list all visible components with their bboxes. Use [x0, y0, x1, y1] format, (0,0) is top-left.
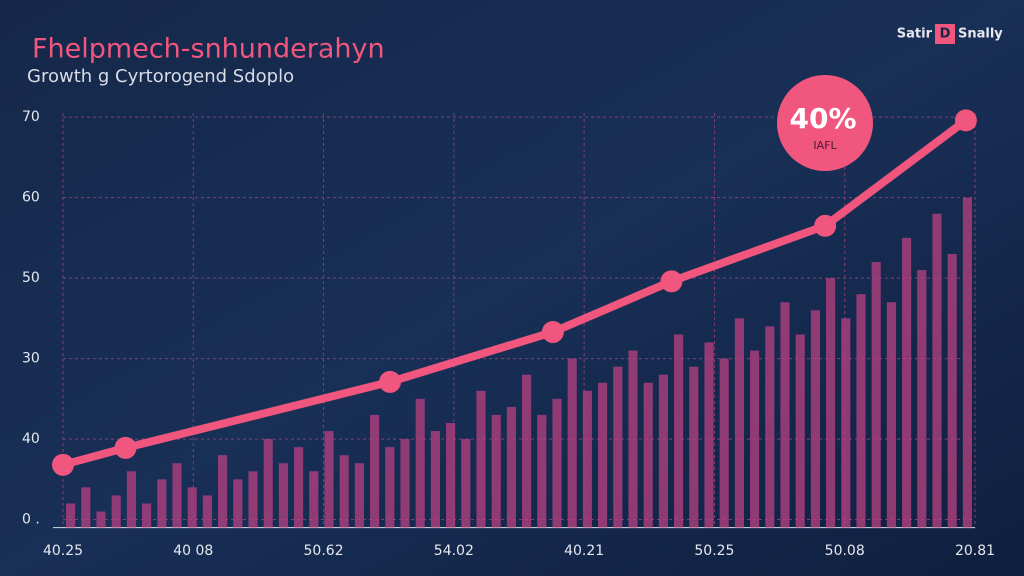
x-tick-label: 40 08	[173, 543, 213, 559]
point	[114, 436, 137, 459]
bar	[917, 270, 927, 528]
x-tick-label: 54.02	[434, 543, 474, 559]
x-tick-label: 40.25	[43, 543, 83, 559]
bar	[354, 463, 364, 528]
bar	[780, 302, 790, 528]
bar	[795, 334, 805, 528]
brand-left: Satir	[897, 27, 933, 42]
bar	[537, 414, 547, 528]
bar	[187, 487, 197, 528]
annotation-sub: IAFL	[813, 139, 837, 152]
bar	[430, 431, 440, 528]
bar	[385, 447, 395, 528]
bar	[674, 334, 684, 528]
bar	[810, 310, 820, 528]
x-tick-label: 50.25	[694, 543, 734, 559]
bar	[902, 237, 912, 528]
bar	[552, 398, 562, 528]
bar	[278, 463, 288, 528]
point	[541, 321, 564, 344]
bar	[856, 294, 866, 528]
bar	[750, 350, 760, 528]
bar	[476, 390, 486, 528]
x-tick-label: 50.62	[304, 543, 344, 559]
brand-mark: D	[940, 27, 951, 42]
bar	[370, 414, 380, 528]
bar	[522, 374, 532, 528]
x-tick-label: 50.08	[825, 543, 865, 559]
bar	[461, 439, 471, 528]
bar	[233, 479, 243, 528]
bar	[947, 253, 957, 528]
point	[814, 214, 837, 237]
bar	[111, 495, 121, 528]
bar	[142, 503, 152, 528]
bar	[643, 382, 653, 528]
y-tick-label: 30	[22, 351, 40, 367]
bar	[886, 302, 896, 528]
bar	[962, 197, 972, 528]
bar	[172, 463, 182, 528]
bar	[734, 318, 744, 528]
bar	[415, 398, 425, 528]
annotation-text: 40%	[789, 102, 856, 135]
y-tick-label: 0 .	[22, 512, 40, 528]
bar	[96, 511, 106, 528]
bar	[658, 374, 668, 528]
bar	[491, 414, 501, 528]
bar	[263, 439, 273, 528]
x-tick-label: 40.21	[564, 543, 604, 559]
bar	[126, 471, 136, 528]
bar	[704, 342, 714, 528]
y-tick-label: 40	[22, 431, 40, 447]
bar	[932, 213, 942, 528]
bar	[871, 262, 881, 528]
bar	[202, 495, 212, 528]
chart-title: Fhelpmech-snhunderahyn	[32, 34, 385, 65]
brand-badge	[935, 24, 955, 44]
bar	[506, 406, 516, 528]
bar	[309, 471, 319, 528]
bar	[218, 455, 228, 528]
point	[954, 109, 977, 132]
bar	[841, 318, 851, 528]
chart-subtitle: Growth g Cyrtorogend Sdoplo	[27, 66, 294, 87]
bar	[567, 358, 577, 528]
y-tick-label: 50	[22, 270, 40, 286]
bar	[446, 422, 456, 528]
bar	[81, 487, 91, 528]
bar	[400, 439, 410, 528]
point	[660, 270, 683, 293]
bar	[826, 278, 836, 528]
x-tick-label: 20.81	[955, 543, 995, 559]
bar	[294, 447, 304, 528]
y-tick-label: 70	[22, 109, 40, 125]
bar	[66, 503, 76, 528]
bar	[339, 455, 349, 528]
bar	[719, 358, 729, 528]
bar	[689, 366, 699, 528]
bar	[628, 350, 638, 528]
annotation-badge	[777, 75, 873, 171]
bar	[248, 471, 258, 528]
point	[379, 370, 402, 393]
bar	[765, 326, 775, 528]
bar	[613, 366, 623, 528]
brand-right: Snally	[958, 27, 1003, 42]
bar	[324, 431, 334, 528]
y-tick-label: 60	[22, 190, 40, 206]
plot: 70 60 50 30 40 0 .40.25 40 08 50.62 54.02 40.21 50…	[22, 109, 995, 559]
bar	[598, 382, 608, 528]
bar	[582, 390, 592, 528]
point	[52, 453, 74, 476]
bar	[157, 479, 167, 528]
